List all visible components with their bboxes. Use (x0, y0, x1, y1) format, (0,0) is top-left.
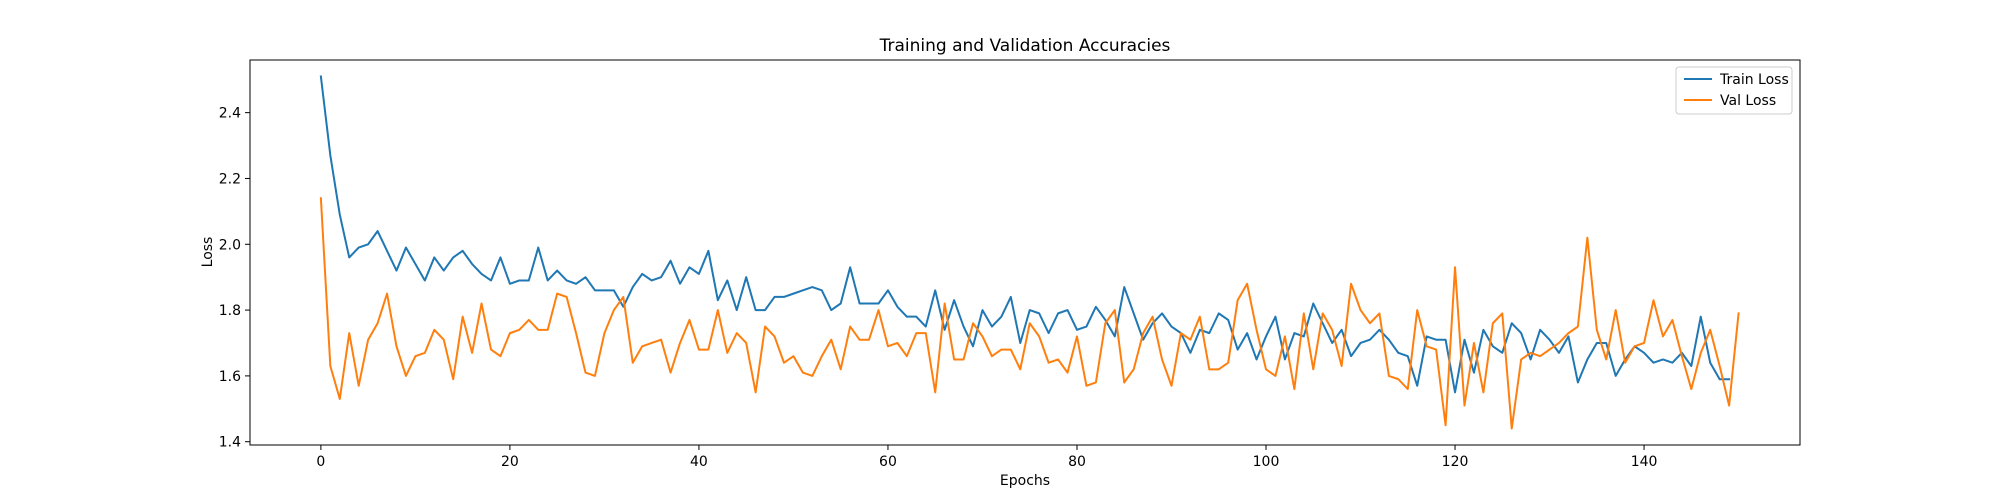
legend: Train Loss Val Loss (1675, 66, 1793, 115)
plot-background (250, 60, 1800, 445)
x-tick-label: 80 (1068, 454, 1086, 470)
y-tick-label: 2.4 (219, 106, 241, 122)
x-tick-label: 20 (501, 454, 519, 470)
legend-label-train-loss: Train Loss (1719, 72, 1789, 88)
y-tick-label: 1.4 (219, 435, 241, 451)
y-axis-ticks: 1.4 1.6 1.8 2.0 2.2 2.4 (219, 106, 250, 451)
x-tick-label: 100 (1253, 454, 1280, 470)
y-tick-label: 1.6 (219, 369, 241, 385)
x-axis-label: Epochs (1000, 473, 1050, 489)
plot-frame (249, 59, 1801, 446)
x-tick-label: 40 (690, 454, 708, 470)
chart-title: Training and Validation Accuracies (879, 36, 1171, 56)
legend-label-val-loss: Val Loss (1720, 93, 1776, 109)
series-layer (319, 75, 1740, 430)
x-tick-label: 140 (1631, 454, 1658, 470)
y-axis-label: Loss (200, 237, 216, 268)
x-axis-ticks: 0 20 40 60 80 100 120 140 (316, 445, 1657, 470)
x-tick-label: 0 (316, 454, 325, 470)
series-line-train-loss (319, 75, 1731, 394)
x-tick-label: 120 (1442, 454, 1469, 470)
y-tick-label: 1.8 (219, 303, 241, 319)
series-line-val-loss (319, 197, 1740, 430)
y-tick-label: 2.2 (219, 171, 241, 187)
x-tick-label: 60 (879, 454, 897, 470)
y-tick-label: 2.0 (219, 237, 241, 253)
